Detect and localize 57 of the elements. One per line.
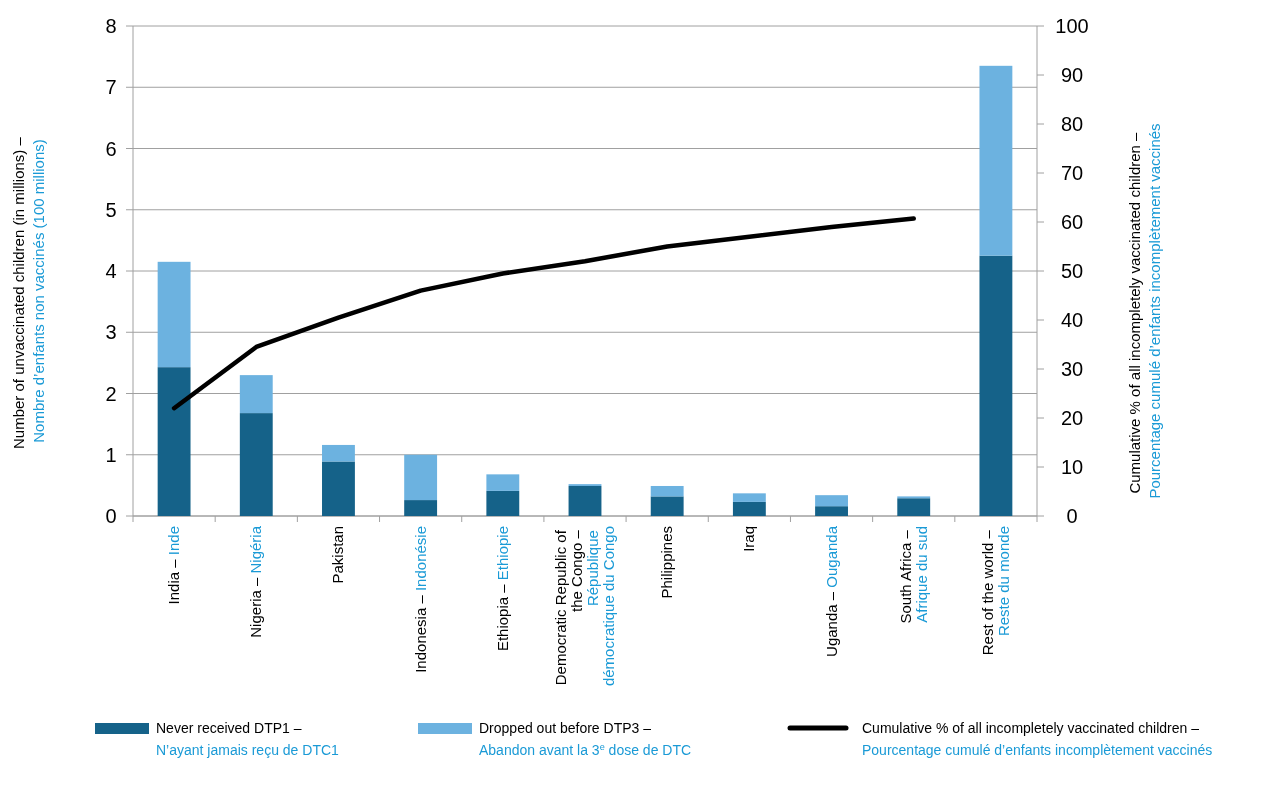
legend-label: Never received DTP1 – N’ayant jamais reçu de DTC1 [156, 720, 340, 758]
bar [650, 485, 684, 497]
bar [486, 474, 520, 491]
y2-tick-label: 50 [1060, 260, 1084, 282]
bar [157, 261, 191, 368]
x-tick-label: Nigeria – Nigéria [247, 525, 265, 638]
line-series [171, 216, 916, 411]
x-tick-label: Democratic Republic of the Congo – République démocratique du Congo [552, 526, 617, 687]
y-tick-label: 6 [105, 137, 117, 160]
y2-tick-label: 20 [1060, 407, 1084, 429]
bar [404, 454, 438, 501]
bar [239, 375, 273, 414]
bar [157, 367, 191, 516]
y2-tick-label: 40 [1060, 309, 1084, 331]
x-tick-label: Uganda – Ouganda [822, 525, 840, 657]
bar [979, 65, 1013, 256]
bar [404, 500, 438, 516]
y2-axis-title: Cumulative % of all incompletely vaccinated children – Pourcentage cumulé d’enfants incomplètement vaccinés [1126, 123, 1163, 499]
y-tick-label: 7 [105, 76, 117, 99]
y-tick-label: 2 [105, 382, 117, 405]
y2-tick-label: 100 [1055, 15, 1089, 37]
y2-tick-label: 60 [1060, 211, 1084, 233]
bar [322, 461, 355, 516]
bar [650, 496, 684, 516]
y2-tick-label: 90 [1060, 64, 1084, 86]
bar [568, 485, 602, 516]
y2-tick-label: 70 [1060, 162, 1084, 184]
y-tick-label: 3 [105, 321, 117, 344]
y-tick-label: 4 [105, 260, 117, 282]
x-tick-label: South Africa – Afrique du sud [896, 526, 930, 624]
x-tick-label: Iraq [740, 526, 758, 552]
x-tick-label: Indonesia – Indonésie [411, 526, 429, 673]
bar [732, 501, 766, 516]
bar [979, 255, 1013, 516]
y-axis-title: Number of unvaccinated children (in millions) – Nombre d’enfants non vaccinés (100 millions) [10, 133, 47, 449]
bar [322, 444, 355, 462]
bar [239, 413, 273, 516]
x-tick-label: India – Inde [165, 526, 183, 605]
bar [486, 490, 520, 516]
y2-tick-label: 0 [1066, 505, 1078, 527]
x-tick-label: Philippines [658, 526, 676, 599]
bar [815, 495, 848, 507]
y-tick-label: 8 [105, 15, 117, 37]
y-tick-label: 1 [105, 443, 117, 466]
legend-label: Cumulative % of all incompletely vaccinated children – Pourcentage cumulé d’enfants incomplètement vaccinés [862, 720, 1213, 758]
x-tick-label: Pakistan [329, 526, 347, 584]
y-tick-label: 0 [105, 505, 117, 527]
bar [897, 498, 931, 516]
x-tick-label: Ethiopia – Ethiopie [493, 526, 511, 652]
legend-label: Dropped out before DTP3 – Abandon avant la 3$^{e}$ dose de DTC [479, 720, 692, 758]
y2-tick-label: 80 [1060, 113, 1084, 135]
y-tick-label: 5 [105, 198, 117, 221]
y2-tick-label: 30 [1060, 358, 1084, 380]
bar [732, 493, 766, 502]
x-tick-label: Rest of the world – Reste du monde [978, 526, 1012, 656]
y2-tick-label: 10 [1060, 456, 1084, 478]
bar [815, 506, 848, 516]
